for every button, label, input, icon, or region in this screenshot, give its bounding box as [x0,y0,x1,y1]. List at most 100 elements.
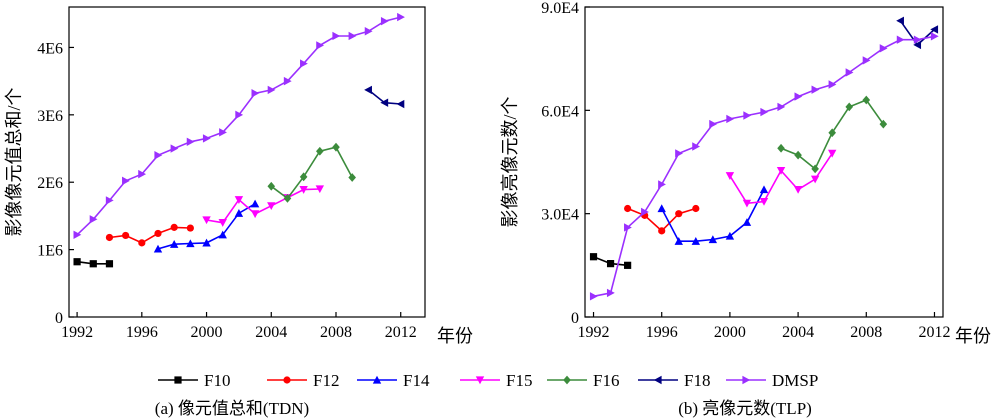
data-point-f16 [777,143,785,153]
series-f10 [589,253,632,269]
legend-label: F14 [403,371,430,390]
data-point-dmsp [332,31,341,41]
legend-marker [283,376,291,384]
data-point-f18 [380,98,389,107]
data-point-f14 [742,218,752,226]
data-point-f18 [364,85,372,95]
data-point-f18 [930,25,939,34]
data-point-f16 [267,181,276,191]
data-point-f12 [105,233,114,242]
series-f18 [896,16,939,50]
data-point-f12 [122,231,130,240]
data-point-f12 [186,224,194,232]
data-point-dmsp [170,144,179,153]
data-point-dmsp [364,27,373,36]
data-point-dmsp [624,223,632,232]
legend-marker [475,376,485,385]
data-point-f14 [674,237,683,245]
data-point-f12 [154,229,162,238]
series-dmsp [589,32,939,301]
data-point-dmsp [397,12,405,22]
y-axis-title: 影像像元值总和/个 [4,87,24,236]
data-point-f14 [759,185,769,194]
data-point-f16 [862,95,871,105]
data-point-f12 [138,239,146,247]
data-point-f18 [396,99,405,109]
data-point-dmsp [283,76,292,86]
data-point-f14 [250,199,260,208]
plot-frame [584,6,944,318]
data-point-f15 [742,199,752,208]
data-point-dmsp [760,107,769,117]
data-point-f15 [234,196,244,204]
legend-label: F15 [506,371,532,390]
data-point-dmsp [811,85,820,94]
data-point-dmsp [845,68,854,77]
data-point-dmsp [380,16,389,26]
data-point-f16 [316,146,324,156]
legend-item-f10: F10 [158,371,230,390]
data-point-f14 [186,239,195,248]
data-point-dmsp [828,80,837,89]
x-tick-label: 1996 [126,324,158,341]
legend-item-f15: F15 [460,371,532,390]
x-tick-label: 2000 [191,324,223,341]
data-point-dmsp [348,31,357,41]
data-point-dmsp [709,119,718,129]
series-f15 [725,149,837,208]
data-point-dmsp [589,292,598,301]
legend-marker [653,375,662,385]
legend-label: F10 [204,371,230,390]
data-point-f15 [315,185,325,194]
x-tick-label: 2000 [714,324,746,341]
legend-label: F18 [684,371,710,390]
data-point-f15 [299,186,308,194]
y-tick-label: 2E6 [37,175,63,192]
data-point-f16 [283,193,292,203]
data-point-f15 [827,149,837,158]
data-point-dmsp [777,102,786,112]
data-point-dmsp [743,111,752,120]
data-point-dmsp [658,180,666,189]
panel-b-caption: (b) 亮像元数(TLP) [678,399,812,418]
panel-a-chart: 1992 1996 2000 2004 2008 2012 0 1E6 2E6 3E6 4E6 年份 影… [4,6,473,346]
data-point-f14 [169,240,179,248]
data-point-f10 [105,260,114,268]
data-point-f12 [675,210,683,218]
data-point-dmsp [606,288,615,298]
data-point-f15 [725,172,735,180]
data-point-dmsp [186,137,195,146]
series-f14 [657,185,769,245]
legend-marker [372,375,382,384]
y-tick-label: 0 [571,310,579,327]
data-point-dmsp [913,35,922,44]
series-f18 [364,85,405,109]
data-point-dmsp [862,56,871,65]
data-point-dmsp [316,41,325,50]
series-line-f16 [270,146,353,200]
data-point-f14 [725,231,735,240]
series-f16 [777,95,888,174]
data-point-f16 [879,119,888,129]
y-tick-label: 6.0E4 [541,103,579,120]
series-f14 [153,199,260,253]
y-tick-label: 4E6 [37,40,63,57]
data-point-dmsp [105,196,114,205]
data-point-f16 [811,164,819,174]
series-f12 [624,204,700,235]
legend-item-f14: F14 [357,371,430,390]
data-point-f14 [708,235,718,244]
data-point-f10 [73,258,81,266]
y-tick-label: 3.0E4 [541,207,579,224]
data-point-f14 [202,238,211,247]
legend-label: DMSP [772,371,818,390]
data-point-dmsp [896,35,905,44]
data-point-f14 [657,204,666,213]
data-point-f15 [759,198,769,206]
x-axis-title: 年份 [955,326,991,346]
data-point-dmsp [267,85,276,95]
data-point-dmsp [300,59,308,68]
y-tick-label: 1E6 [37,243,63,260]
x-tick-label: 2008 [850,324,882,341]
data-point-dmsp [641,207,649,217]
